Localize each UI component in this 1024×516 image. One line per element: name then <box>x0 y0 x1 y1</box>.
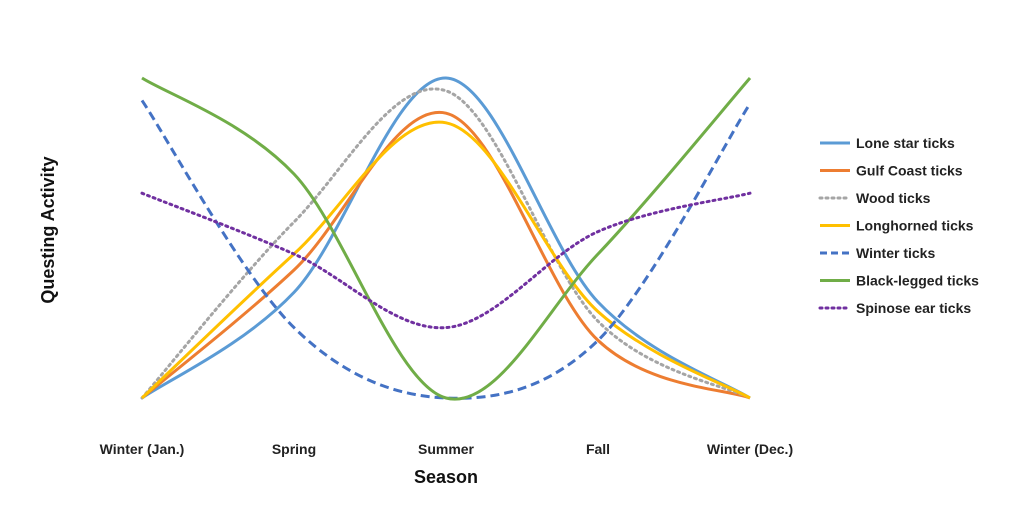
x-tick-label: Summer <box>418 441 475 457</box>
legend-item-spinose-ear-ticks: Spinose ear ticks <box>818 300 971 316</box>
legend-item-longhorned-ticks: Longhorned ticks <box>820 218 974 234</box>
x-tick-label: Winter (Jan.) <box>100 441 185 457</box>
x-tick-label: Spring <box>272 441 316 457</box>
x-tick-label: Winter (Dec.) <box>707 441 793 457</box>
legend-item-black-legged-ticks: Black-legged ticks <box>820 273 979 289</box>
series-line-black-legged-ticks <box>141 76 752 401</box>
series-line-wood-ticks <box>140 87 752 400</box>
legend-label: Wood ticks <box>856 190 931 206</box>
legend-label: Winter ticks <box>856 245 935 261</box>
legend-item-winter-ticks: Winter ticks <box>820 245 935 261</box>
series-line-gulf-coast-ticks <box>141 111 751 400</box>
legend-item-wood-ticks: Wood ticks <box>818 190 931 206</box>
legend-item-gulf-coast-ticks: Gulf Coast ticks <box>820 163 963 179</box>
legend-item-lone-star-ticks: Lone star ticks <box>820 135 955 151</box>
legend-label: Lone star ticks <box>856 135 955 151</box>
series-line-longhorned-ticks <box>140 120 751 400</box>
legend-label: Longhorned ticks <box>856 218 974 234</box>
x-axis-title: Season <box>414 467 478 487</box>
legend-label: Black-legged ticks <box>856 273 979 289</box>
series-line-winter-ticks <box>140 99 752 400</box>
x-tick-labels: Winter (Jan.) Spring Summer Fall Winter (Dec… <box>100 441 793 457</box>
x-tick-label: Fall <box>586 441 610 457</box>
series-line-lone-star-ticks <box>141 76 751 400</box>
y-axis-title: Questing Activity <box>38 156 58 303</box>
legend-label: Spinose ear ticks <box>856 300 971 316</box>
series-lines <box>140 76 752 401</box>
legend-label: Gulf Coast ticks <box>856 163 963 179</box>
series-line-spinose-ear-ticks <box>140 191 752 330</box>
legend: Lone star ticks Gulf Coast ticks Wood tick… <box>818 135 979 316</box>
